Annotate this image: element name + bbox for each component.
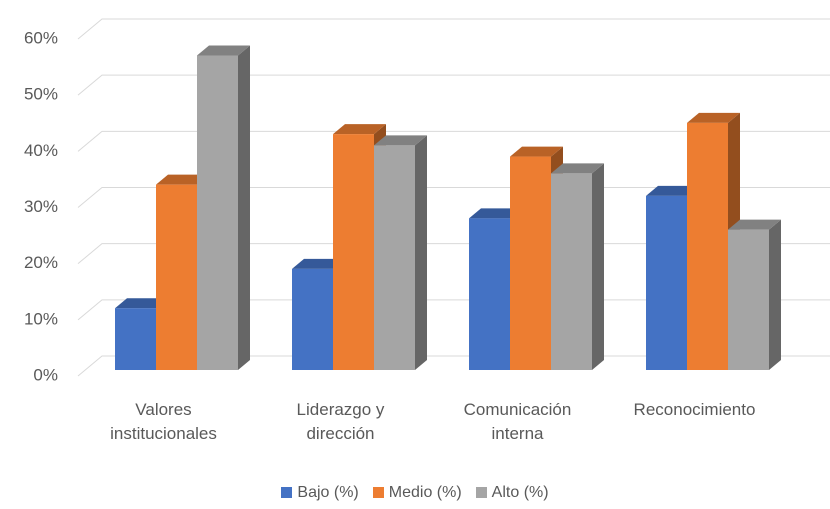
- legend-swatch: [281, 487, 293, 498]
- x-tick-label: Liderazgo y dirección: [296, 400, 385, 443]
- bar-top: [156, 174, 209, 185]
- bar: [156, 184, 197, 370]
- bar-top: [469, 208, 522, 219]
- bar-top: [687, 112, 740, 123]
- y-tick-label: 40%: [24, 141, 58, 160]
- bar-side: [238, 45, 250, 370]
- bar: [510, 156, 551, 370]
- bar: [115, 308, 156, 370]
- bar: [728, 229, 769, 370]
- legend-label: Bajo (%): [297, 484, 359, 501]
- legend-item: Bajo (%): [281, 484, 359, 502]
- bar-top: [728, 219, 781, 230]
- bar-top: [333, 124, 386, 135]
- bar: [292, 268, 333, 370]
- x-tick-label: Comunicación interna: [463, 400, 572, 443]
- y-tick-label: 30%: [24, 197, 58, 216]
- bar-top: [115, 298, 168, 309]
- x-tick-label: Valores institucionales: [110, 400, 217, 443]
- legend-swatch: [475, 487, 487, 498]
- legend-label: Alto (%): [491, 484, 549, 501]
- bar-side: [415, 135, 427, 370]
- grid-line: [77, 74, 830, 96]
- legend-swatch: [372, 487, 384, 498]
- bar: [646, 195, 687, 370]
- bar-top: [551, 163, 604, 174]
- bar: [333, 134, 374, 370]
- bar-top: [374, 135, 427, 146]
- legend-item: Medio (%): [372, 484, 462, 502]
- legend-label: Medio (%): [388, 484, 462, 501]
- bar-top: [510, 146, 563, 157]
- grid-line: [77, 130, 830, 152]
- legend-item: Alto (%): [475, 484, 549, 502]
- bar-top: [292, 258, 345, 269]
- legend: Bajo (%) Medio (%) Alto (%): [0, 484, 830, 502]
- y-tick-label: 10%: [24, 309, 58, 328]
- y-tick-label: 20%: [24, 253, 58, 272]
- bar-side: [769, 219, 781, 370]
- y-tick-label: 50%: [24, 85, 58, 104]
- x-tick-label: Reconocimiento: [633, 400, 756, 419]
- bar: [687, 122, 728, 370]
- bar: [197, 55, 238, 370]
- bar-side: [592, 163, 604, 370]
- bar: [551, 173, 592, 370]
- bar: [374, 145, 415, 370]
- y-tick-label: 60%: [24, 28, 58, 47]
- bar-top: [646, 185, 699, 196]
- bar-top: [197, 45, 250, 56]
- y-tick-label: 0%: [33, 365, 58, 384]
- bar: [469, 218, 510, 370]
- grid-line: [77, 18, 830, 40]
